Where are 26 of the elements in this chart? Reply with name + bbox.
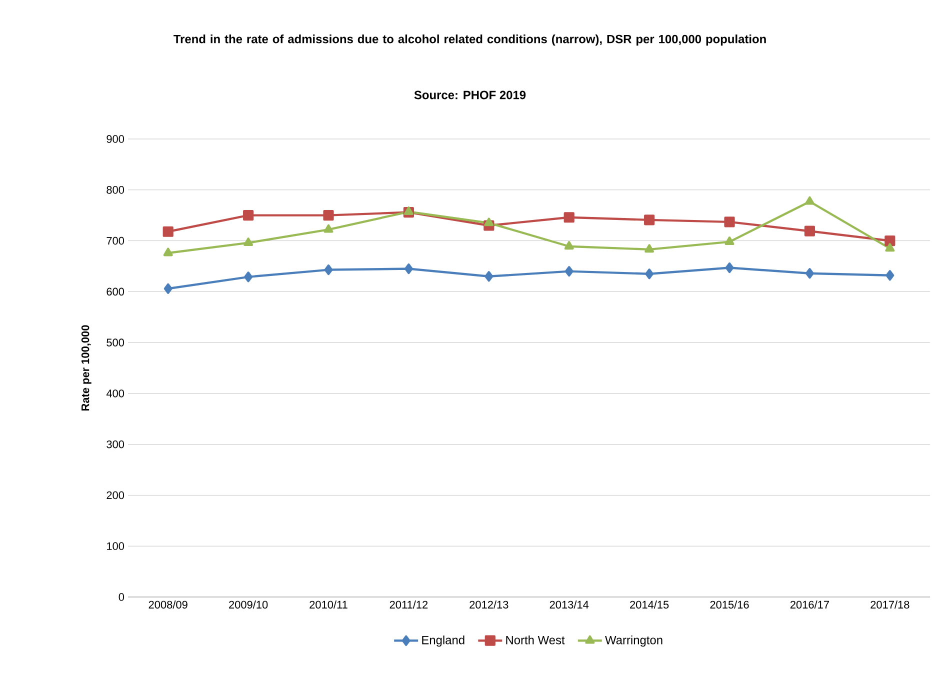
y-tick-label: 400 (106, 390, 124, 398)
y-tick-label: 200 (106, 491, 124, 500)
x-tick-label: 2011/12 (390, 600, 428, 609)
legend-label: North West (506, 636, 565, 644)
y-tick-label: 600 (106, 288, 124, 296)
y-axis-title: Rate per 100,000 (81, 325, 92, 411)
y-tick-label: 300 (106, 440, 124, 448)
y-tick-label: 700 (106, 236, 124, 245)
x-tick-label: 2017/18 (870, 600, 910, 609)
y-tick-label: 100 (107, 542, 124, 550)
legend-label: Warrington (605, 636, 662, 647)
chart-subtitle: Source: PHOF 2019 (414, 90, 526, 100)
y-tick-label: 800 (106, 186, 124, 194)
x-tick-label: 2014/15 (630, 600, 669, 609)
y-tick-label: 500 (106, 338, 124, 346)
x-tick-label: 2010/11 (310, 600, 348, 609)
x-tick-label: 2013/14 (550, 600, 589, 609)
x-tick-label: 2009/10 (229, 600, 268, 609)
chart-title: Trend in the rate of admissions due to alcohol related conditions (narrow), DSR per 100,000 population (174, 34, 766, 46)
x-tick-label: 2016/17 (790, 600, 829, 609)
x-tick-label: 2012/13 (470, 600, 508, 609)
x-tick-label: 2015/16 (710, 600, 749, 609)
legend-label: England (422, 636, 464, 647)
x-tick-label: 2008/09 (148, 600, 188, 609)
y-tick-label: 0 (118, 593, 124, 601)
y-tick-label: 900 (106, 135, 124, 143)
